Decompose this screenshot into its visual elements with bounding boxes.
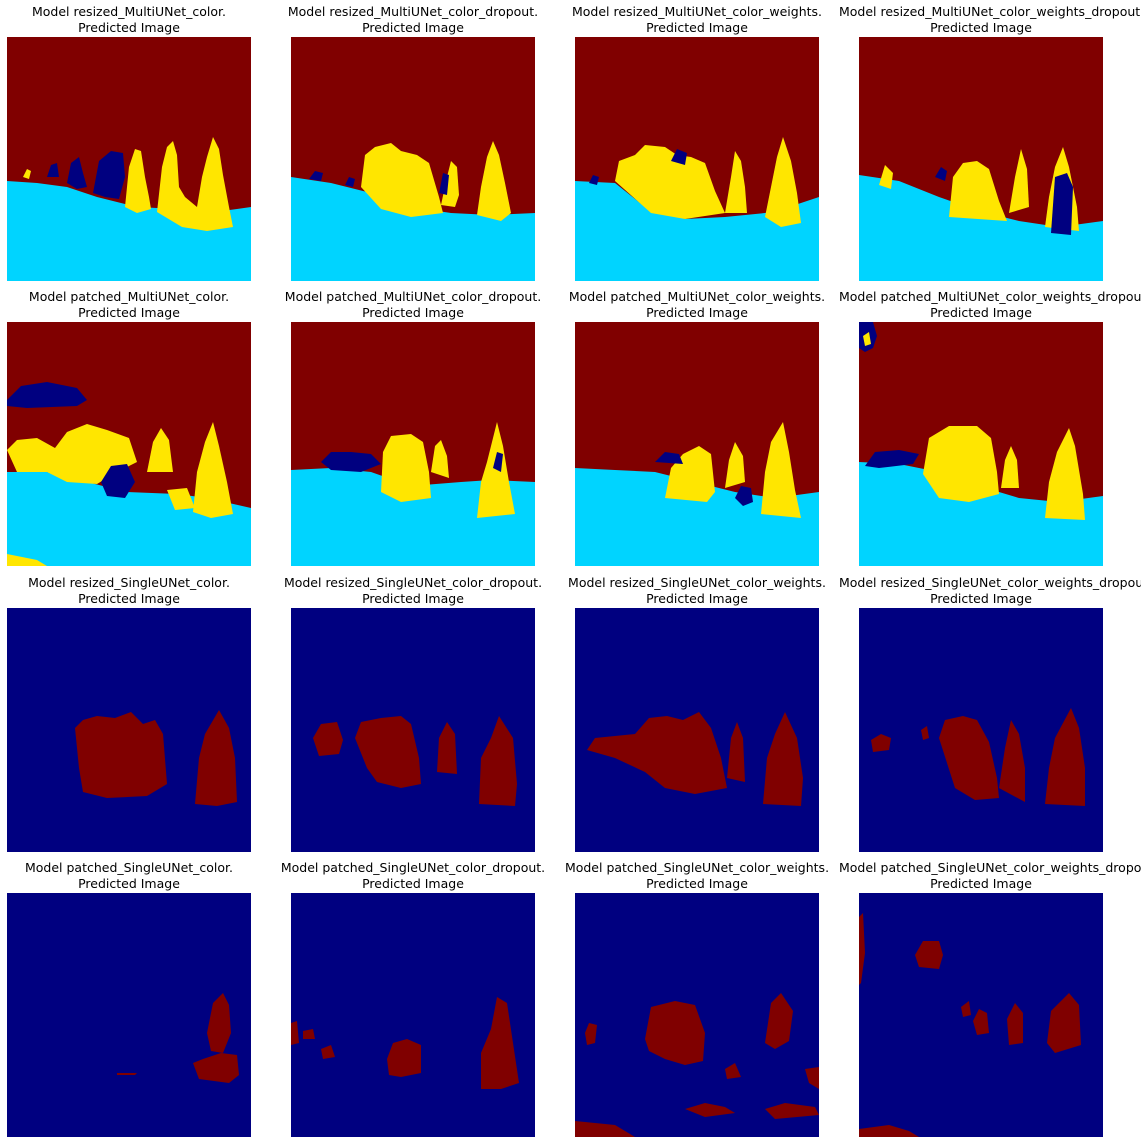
- predicted-image: [859, 37, 1103, 281]
- predicted-image: [7, 893, 251, 1137]
- panel-subtitle: Predicted Image: [362, 304, 464, 320]
- predicted-image: [7, 322, 251, 566]
- model-name: Model patched_MultiUNet_color_weights_dr…: [839, 289, 1141, 304]
- panel-subtitle: Predicted Image: [362, 19, 464, 35]
- panel-resized-multiunet-color-weights-dropout: Model resized_MultiUNet_color_weights_dr…: [839, 0, 1141, 286]
- panel-title: Model patched_SingleUNet_color_weights_d…: [839, 860, 1141, 891]
- panel-subtitle: Predicted Image: [930, 19, 1032, 35]
- model-name: Model patched_MultiUNet_color_dropout.: [284, 289, 542, 304]
- predicted-image: [7, 608, 251, 852]
- predicted-image: [7, 37, 251, 281]
- predicted-image: [575, 893, 819, 1137]
- predicted-image: [291, 37, 535, 281]
- panel-subtitle: Predicted Image: [930, 875, 1032, 891]
- panel-resized-singleunet-color: Model resized_SingleUNet_color. Predicte…: [0, 571, 271, 857]
- predicted-image: [291, 322, 535, 566]
- model-name: Model patched_SingleUNet_color_dropout.: [280, 860, 546, 875]
- panel-title: Model resized_MultiUNet_color. Predicted…: [0, 4, 271, 35]
- model-name: Model patched_SingleUNet_color_weights_d…: [839, 860, 1141, 875]
- panel-subtitle: Predicted Image: [362, 875, 464, 891]
- model-name: Model resized_SingleUNet_color.: [28, 575, 230, 590]
- panel-patched-singleunet-color: Model patched_SingleUNet_color. Predicte…: [0, 856, 271, 1142]
- panel-title: Model resized_SingleUNet_color_weights. …: [555, 575, 839, 606]
- panel-title: Model resized_MultiUNet_color_weights. P…: [555, 4, 839, 35]
- panel-title: Model patched_SingleUNet_color_weights. …: [555, 860, 839, 891]
- panel-resized-multiunet-color: Model resized_MultiUNet_color. Predicted…: [0, 0, 271, 286]
- predicted-image: [291, 893, 535, 1137]
- panel-subtitle: Predicted Image: [930, 590, 1032, 606]
- panel-subtitle: Predicted Image: [78, 304, 180, 320]
- panel-title: Model patched_SingleUNet_color. Predicte…: [0, 860, 271, 891]
- panel-subtitle: Predicted Image: [78, 19, 180, 35]
- predicted-image: [575, 322, 819, 566]
- model-name: Model resized_MultiUNet_color_dropout.: [287, 4, 539, 19]
- panel-title: Model patched_MultiUNet_color. Predicted…: [0, 289, 271, 320]
- panel-resized-singleunet-color-weights-dropout: Model resized_SingleUNet_color_weights_d…: [839, 571, 1141, 857]
- panel-subtitle: Predicted Image: [646, 304, 748, 320]
- panel-subtitle: Predicted Image: [646, 875, 748, 891]
- predicted-image: [291, 608, 535, 852]
- panel-title: Model resized_MultiUNet_color_dropout. P…: [271, 4, 555, 35]
- panel-title: Model patched_MultiUNet_color_weights. P…: [555, 289, 839, 320]
- panel-patched-singleunet-color-dropout: Model patched_SingleUNet_color_dropout. …: [271, 856, 555, 1142]
- panel-subtitle: Predicted Image: [646, 590, 748, 606]
- model-name: Model resized_SingleUNet_color_weights_d…: [839, 575, 1141, 590]
- panel-resized-multiunet-color-weights: Model resized_MultiUNet_color_weights. P…: [555, 0, 839, 286]
- panel-subtitle: Predicted Image: [930, 304, 1032, 320]
- panel-resized-multiunet-color-dropout: Model resized_MultiUNet_color_dropout. P…: [271, 0, 555, 286]
- panel-title: Model resized_MultiUNet_color_weights_dr…: [839, 4, 1141, 35]
- panel-patched-multiunet-color: Model patched_MultiUNet_color. Predicted…: [0, 285, 271, 571]
- panel-subtitle: Predicted Image: [78, 590, 180, 606]
- predicted-image: [859, 608, 1103, 852]
- predicted-image: [575, 37, 819, 281]
- model-name: Model patched_SingleUNet_color_weights.: [564, 860, 830, 875]
- panel-patched-singleunet-color-weights: Model patched_SingleUNet_color_weights. …: [555, 856, 839, 1142]
- panel-title: Model resized_SingleUNet_color_dropout. …: [271, 575, 555, 606]
- panel-resized-singleunet-color-dropout: Model resized_SingleUNet_color_dropout. …: [271, 571, 555, 857]
- panel-subtitle: Predicted Image: [362, 590, 464, 606]
- model-name: Model resized_MultiUNet_color_weights_dr…: [839, 4, 1141, 19]
- panel-title: Model resized_SingleUNet_color. Predicte…: [0, 575, 271, 606]
- panel-title: Model patched_SingleUNet_color_dropout. …: [271, 860, 555, 891]
- panel-patched-singleunet-color-weights-dropout: Model patched_SingleUNet_color_weights_d…: [839, 856, 1141, 1142]
- model-name: Model patched_MultiUNet_color.: [28, 289, 230, 304]
- model-name: Model patched_MultiUNet_color_weights.: [568, 289, 826, 304]
- panel-patched-multiunet-color-weights: Model patched_MultiUNet_color_weights. P…: [555, 285, 839, 571]
- predicted-image: [859, 322, 1103, 566]
- model-name: Model resized_SingleUNet_color_weights.: [568, 575, 826, 590]
- panel-subtitle: Predicted Image: [78, 875, 180, 891]
- panel-patched-multiunet-color-dropout: Model patched_MultiUNet_color_dropout. P…: [271, 285, 555, 571]
- panel-subtitle: Predicted Image: [646, 19, 748, 35]
- panel-patched-multiunet-color-weights-dropout: Model patched_MultiUNet_color_weights_dr…: [839, 285, 1141, 571]
- panel-title: Model resized_SingleUNet_color_weights_d…: [839, 575, 1141, 606]
- model-name: Model resized_MultiUNet_color.: [32, 4, 226, 19]
- panel-title: Model patched_MultiUNet_color_weights_dr…: [839, 289, 1141, 320]
- panel-title: Model patched_MultiUNet_color_dropout. P…: [271, 289, 555, 320]
- predicted-image: [859, 893, 1103, 1137]
- model-name: Model resized_SingleUNet_color_dropout.: [283, 575, 543, 590]
- model-name: Model patched_SingleUNet_color.: [24, 860, 234, 875]
- panel-resized-singleunet-color-weights: Model resized_SingleUNet_color_weights. …: [555, 571, 839, 857]
- predicted-image: [575, 608, 819, 852]
- model-name: Model resized_MultiUNet_color_weights.: [571, 4, 823, 19]
